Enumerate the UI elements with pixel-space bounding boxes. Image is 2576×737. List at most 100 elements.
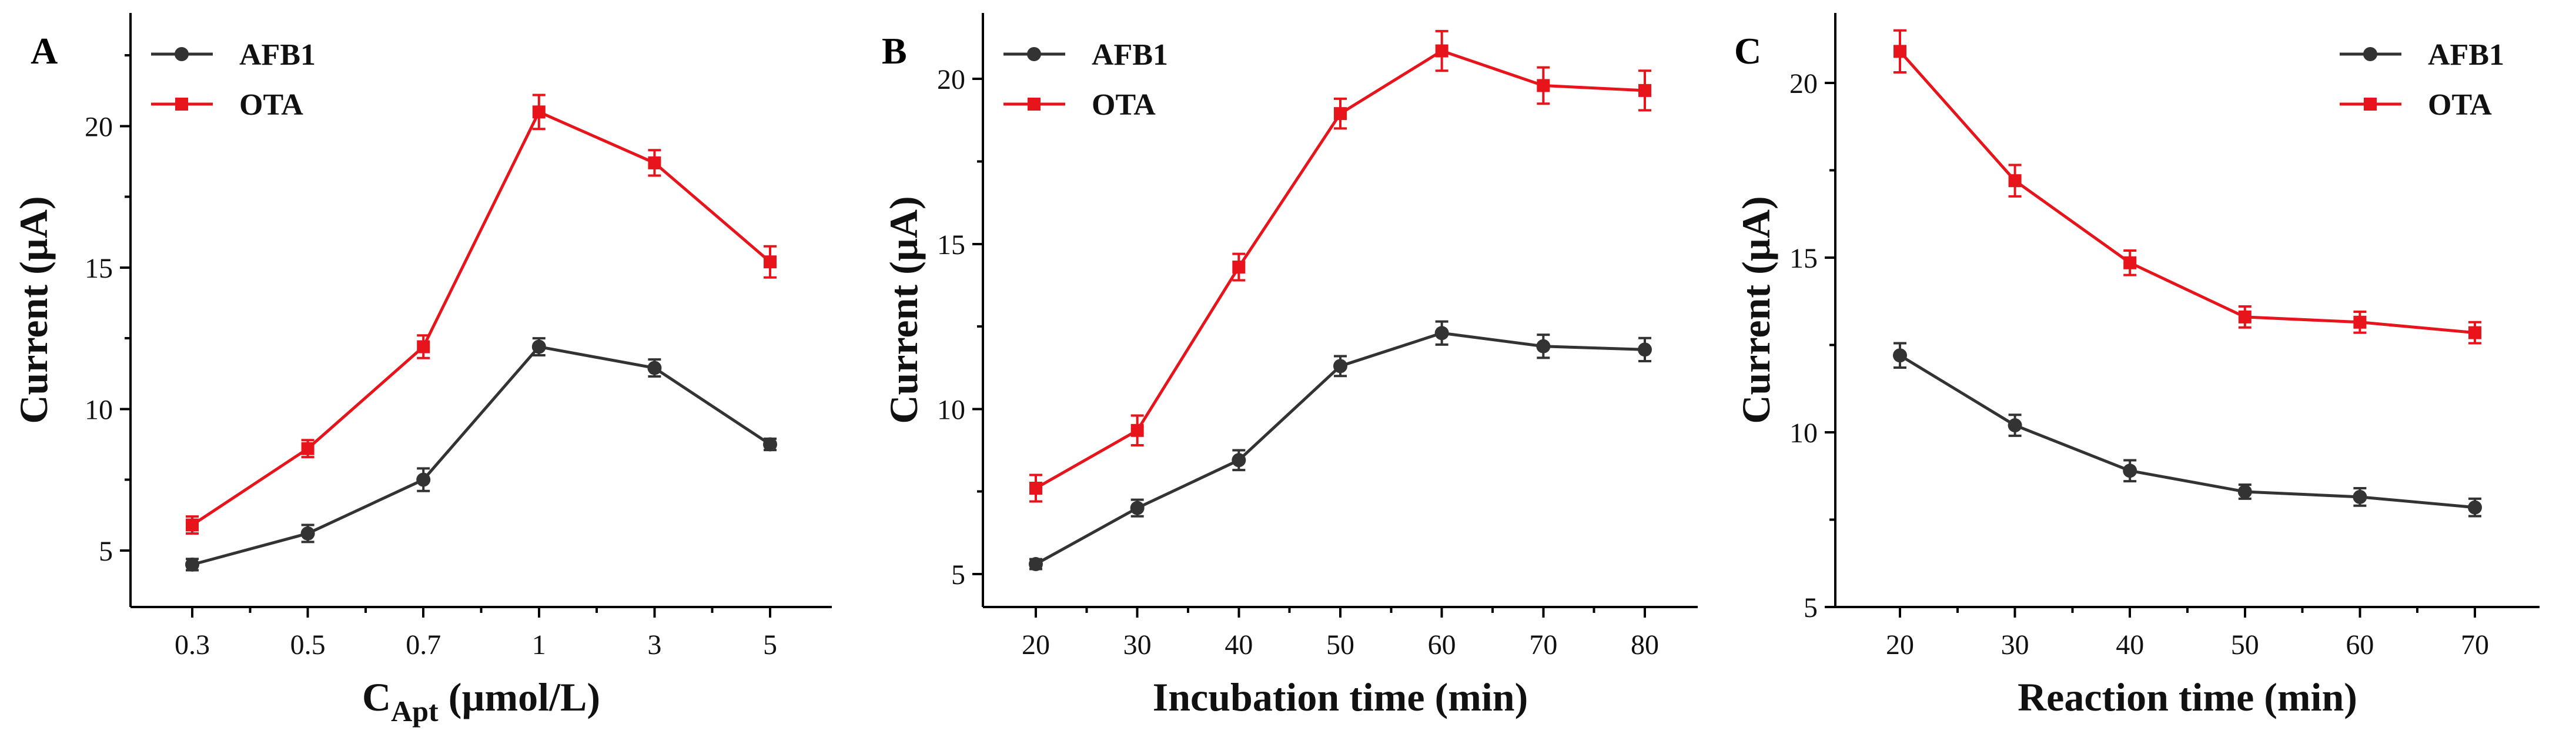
data-point-square: [1638, 84, 1651, 97]
y-axis-title: Current (µA): [11, 196, 56, 423]
data-point-square: [2353, 315, 2367, 329]
series-line: [191, 110, 771, 526]
data-point-square: [301, 442, 315, 455]
x-tick-label: 5: [763, 629, 777, 661]
panel-letter: A: [31, 30, 58, 72]
legend-label: OTA: [1092, 88, 1156, 122]
data-point-circle: [1029, 557, 1043, 572]
data-point-square: [417, 340, 430, 354]
data-point-square: [1435, 44, 1448, 58]
data-point-square: [1334, 107, 1347, 121]
data-point-circle: [2468, 500, 2482, 515]
x-tick-label: 50: [1326, 629, 1354, 661]
x-tick-label: 0.3: [175, 629, 210, 661]
x-tick-label: 0.7: [406, 629, 441, 661]
x-tick-label: 60: [2346, 629, 2374, 661]
y-tick-label: 5: [1804, 592, 1818, 623]
x-axis-title-subscript: Apt: [391, 695, 439, 728]
x-tick-label: 3: [647, 629, 661, 661]
y-axis-title: Current (µA): [881, 196, 926, 423]
data-point-circle: [1893, 348, 1907, 363]
data-point-square: [1029, 482, 1042, 495]
legend-label: AFB1: [239, 38, 316, 72]
data-point-square: [1893, 45, 1906, 58]
data-point-circle: [2237, 484, 2252, 499]
data-point-circle: [531, 339, 546, 354]
data-point-circle: [763, 437, 777, 452]
series-afb1: [1029, 320, 1652, 572]
data-point-square: [2468, 326, 2481, 339]
panel-c: 5 10 15 20 20 30 40 50 60 70 C Current (µA) Reaction…: [1734, 13, 2540, 719]
y-tick-label: 15: [1789, 243, 1818, 274]
legend: AFB1 OTA: [151, 38, 316, 122]
x-tick-label: 50: [2231, 629, 2259, 661]
x-tick-label: 40: [1225, 629, 1253, 661]
panel-a: 5 10 15 20 0.3 0.5 0.7 1 3 5 A Current (µA) CApt (µm…: [11, 13, 832, 728]
x-axis-title: CApt (µmol/L): [362, 675, 600, 728]
data-point-circle: [1536, 339, 1551, 354]
y-tick-label: 10: [85, 394, 113, 425]
legend-marker-circle: [2363, 47, 2377, 61]
x-tick-label: 20: [1886, 629, 1914, 661]
series-ota: [186, 94, 777, 535]
data-point-square: [2123, 256, 2137, 269]
data-point-circle: [416, 472, 431, 487]
data-point-circle: [300, 526, 315, 541]
data-point-square: [2238, 310, 2252, 324]
x-tick-label: 20: [1022, 629, 1050, 661]
x-tick-label: 70: [1529, 629, 1557, 661]
x-axis-title: Incubation time (min): [1153, 675, 1528, 719]
x-tick-label: 30: [2001, 629, 2029, 661]
legend-marker-square: [175, 98, 188, 111]
series-ota: [1029, 29, 1651, 503]
x-tick-label: 60: [1428, 629, 1456, 661]
series-afb1: [1893, 342, 2482, 518]
data-point-circle: [1434, 326, 1449, 341]
series-line: [1899, 50, 2475, 335]
y-tick-label: 20: [1789, 68, 1818, 99]
data-point-square: [648, 156, 661, 169]
x-tick-label: 80: [1631, 629, 1659, 661]
legend-marker-circle: [175, 47, 189, 61]
data-point-circle: [2353, 489, 2367, 504]
legend-label: AFB1: [2428, 38, 2504, 72]
data-point-circle: [2008, 418, 2022, 433]
x-tick-label: 1: [532, 629, 546, 661]
y-tick-label: 5: [951, 559, 965, 591]
y-tick-label: 20: [937, 64, 965, 95]
x-tick-label: 30: [1123, 629, 1152, 661]
legend-label: AFB1: [1092, 38, 1168, 72]
series-afb1: [185, 337, 777, 572]
panel-letter: B: [882, 30, 907, 72]
y-tick-label: 10: [937, 394, 965, 425]
y-tick-label: 15: [85, 253, 113, 284]
data-point-circle: [185, 557, 199, 572]
legend-label: OTA: [2428, 88, 2492, 122]
x-axis-title-main: C: [362, 675, 391, 719]
x-axis-title: Reaction time (min): [2018, 675, 2357, 719]
legend: AFB1 OTA: [2340, 38, 2504, 122]
x-tick-label: 0.5: [290, 629, 326, 661]
data-point-square: [532, 105, 546, 119]
legend-label: OTA: [239, 88, 303, 122]
data-point-square: [1232, 261, 1246, 274]
y-tick-label: 20: [85, 111, 113, 142]
data-point-square: [2008, 174, 2022, 188]
data-point-circle: [1638, 342, 1652, 357]
legend-marker-square: [1028, 98, 1041, 111]
x-axis-title-unit: (µmol/L): [439, 675, 600, 719]
legend: AFB1 OTA: [1003, 38, 1168, 122]
data-point-square: [1537, 79, 1550, 92]
data-point-square: [186, 518, 199, 532]
y-axis-title: Current (µA): [1734, 196, 1778, 423]
data-point-circle: [1130, 501, 1145, 515]
x-tick-label: 70: [2461, 629, 2489, 661]
data-point-circle: [1232, 453, 1246, 468]
series-line: [192, 345, 771, 566]
data-point-square: [1130, 423, 1144, 437]
y-tick-label: 15: [937, 229, 965, 261]
data-point-circle: [647, 361, 662, 375]
legend-marker-circle: [1027, 47, 1041, 61]
panel-letter: C: [1734, 30, 1761, 72]
